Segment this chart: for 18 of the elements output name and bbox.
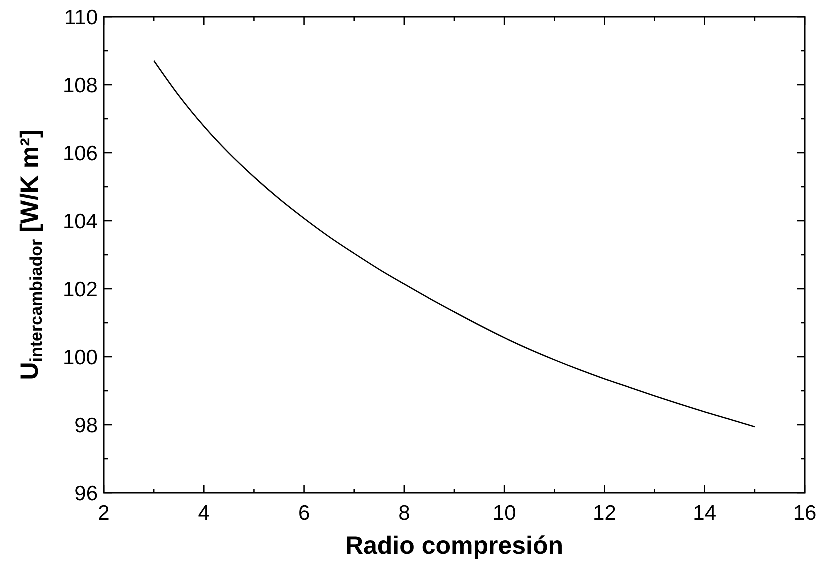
y-tick-label: 98: [74, 414, 98, 438]
line-series: [153, 60, 756, 428]
x-tick-label: 2: [98, 502, 110, 525]
y-tick-label: 102: [62, 278, 98, 302]
y-tick-label: 108: [62, 74, 98, 98]
x-tick-label: 10: [492, 502, 516, 525]
y-tick-label: 110: [64, 6, 98, 30]
x-tick-label: 14: [693, 502, 717, 525]
x-axis-title: Radio compresión: [345, 532, 564, 560]
y-tick-label: 104: [62, 210, 98, 234]
x-tick-label: 6: [298, 502, 310, 525]
x-tick-label: 16: [793, 502, 817, 525]
y-tick-label: 100: [62, 346, 98, 370]
x-tick-label: 8: [398, 502, 410, 525]
y-tick-label: 96: [74, 482, 98, 506]
y-tick-label: 106: [62, 142, 98, 166]
x-tick-label: 12: [593, 502, 616, 525]
x-tick-label: 4: [198, 502, 210, 525]
